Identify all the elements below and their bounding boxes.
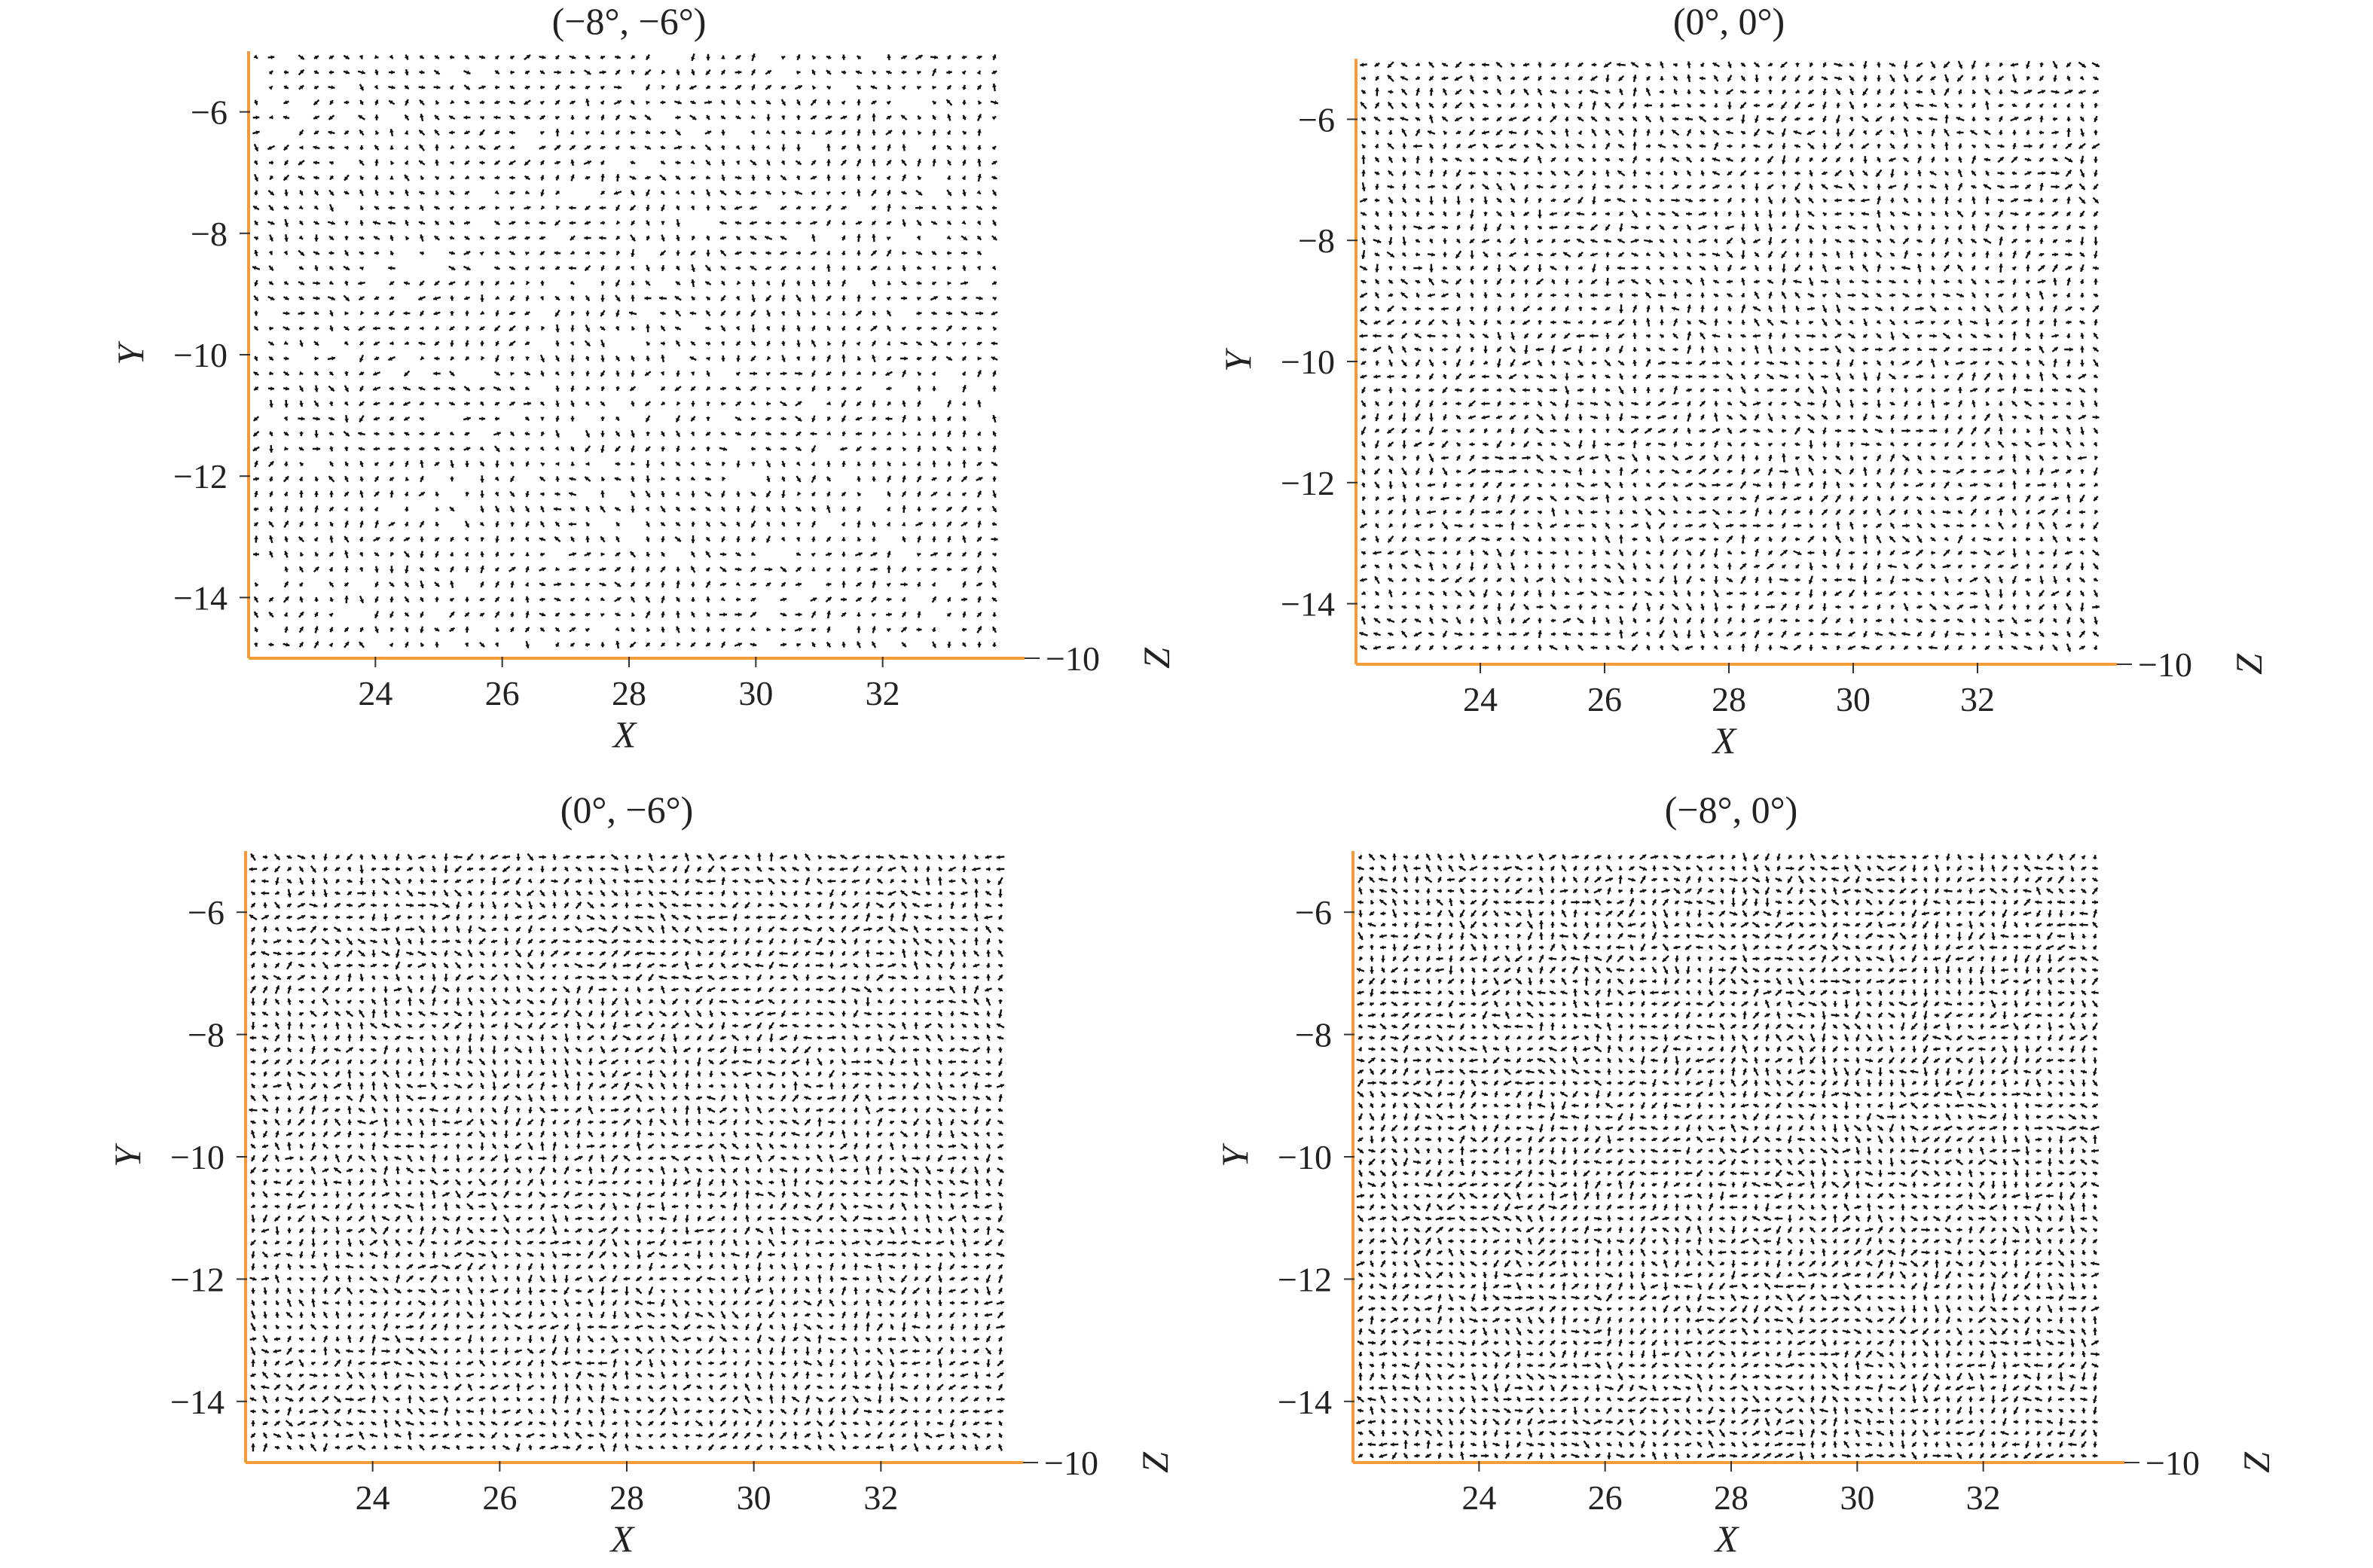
z-tick-label: −10 bbox=[2138, 645, 2192, 684]
y-tick-label: −14 bbox=[1281, 585, 1335, 624]
panel-title: (−8°, −6°) bbox=[552, 0, 707, 42]
x-tick-label: 24 bbox=[1461, 1478, 1496, 1517]
panel-3: (0°, −6°) 24 26 28 30 32 −6 −8 −10 −12 −14 X Y −10 Z bbox=[106, 789, 1176, 1560]
y-tick-label: −8 bbox=[188, 1016, 224, 1054]
x-tick-label: 30 bbox=[738, 674, 773, 712]
y-tick-label: −8 bbox=[191, 215, 228, 253]
y-tick-label: −12 bbox=[1281, 464, 1335, 502]
z-axis-label: Z bbox=[1135, 647, 1177, 669]
y-tick-label: −14 bbox=[170, 1383, 224, 1421]
arrow-shafts bbox=[1356, 853, 2100, 1460]
x-tick-label: 28 bbox=[1714, 1478, 1748, 1517]
arrow-field bbox=[1359, 60, 2100, 652]
z-tick-label: −10 bbox=[1044, 1444, 1098, 1482]
arrow-field bbox=[1356, 853, 2100, 1460]
panel-2: (0°, 0°) 24 26 28 30 32 −6 −8 −10 −12 −14 X Y −10 Z bbox=[1217, 0, 2270, 761]
panel-title: (0°, 0°) bbox=[1673, 0, 1785, 42]
arrow-heads bbox=[252, 53, 998, 648]
z-axis-label: Z bbox=[2228, 653, 2270, 675]
x-tick-label: 32 bbox=[863, 1478, 898, 1517]
y-tick-label: −6 bbox=[191, 93, 228, 132]
x-tick-label: 26 bbox=[1587, 680, 1622, 718]
panel-4: (−8°, 0°) 24 26 28 30 32 −6 −8 −10 −12 −14 X Y −10 Z bbox=[1214, 789, 2277, 1560]
arrow-shafts bbox=[252, 53, 999, 649]
z-tick-label: −10 bbox=[1046, 639, 1100, 678]
arrow-field bbox=[249, 853, 1005, 1452]
y-tick-label: −6 bbox=[1298, 100, 1335, 139]
x-axis-label: X bbox=[1712, 719, 1738, 761]
x-tick-label: 32 bbox=[1960, 680, 1995, 718]
z-axis-label: Z bbox=[2235, 1451, 2277, 1473]
x-tick-label: 24 bbox=[358, 674, 392, 712]
z-axis-label: Z bbox=[1134, 1451, 1176, 1473]
x-tick-label: 28 bbox=[1712, 680, 1746, 718]
x-tick-label: 26 bbox=[1588, 1478, 1623, 1517]
x-axis-label: X bbox=[609, 1518, 636, 1560]
x-axis-label: X bbox=[1714, 1518, 1740, 1560]
y-tick-label: −10 bbox=[1281, 343, 1335, 381]
z-tick-label: −10 bbox=[2145, 1444, 2200, 1482]
x-tick-label: 32 bbox=[1966, 1478, 2001, 1517]
y-tick-label: −6 bbox=[188, 893, 224, 932]
x-tick-label: 24 bbox=[1463, 680, 1498, 718]
y-axis-label: Y bbox=[1214, 1142, 1256, 1167]
y-tick-label: −12 bbox=[1278, 1260, 1332, 1298]
y-tick-label: −10 bbox=[173, 336, 228, 374]
y-axis-label: Y bbox=[1217, 347, 1259, 372]
arrow-shafts bbox=[1359, 60, 2100, 652]
y-axis-label: Y bbox=[109, 340, 151, 365]
x-tick-label: 26 bbox=[485, 674, 520, 712]
y-tick-label: −14 bbox=[1278, 1383, 1332, 1421]
x-tick-label: 28 bbox=[612, 674, 646, 712]
y-tick-label: −14 bbox=[173, 578, 228, 617]
x-tick-label: 28 bbox=[609, 1478, 644, 1517]
panel-1: (−8°, −6°) 24 26 28 30 32 −6 −8 −10 −12 −14 X Y −10 Z bbox=[109, 0, 1177, 755]
y-tick-label: −8 bbox=[1298, 221, 1335, 260]
x-tick-label: 24 bbox=[356, 1478, 390, 1517]
y-tick-label: −12 bbox=[173, 457, 228, 496]
x-tick-label: 26 bbox=[482, 1478, 517, 1517]
y-tick-label: −10 bbox=[170, 1138, 224, 1176]
x-tick-label: 30 bbox=[1840, 1478, 1874, 1517]
x-tick-label: 30 bbox=[737, 1478, 771, 1517]
y-tick-label: −10 bbox=[1278, 1138, 1332, 1176]
y-tick-label: −12 bbox=[170, 1260, 224, 1298]
panel-title: (0°, −6°) bbox=[560, 789, 694, 831]
arrow-field bbox=[252, 53, 999, 649]
y-axis-label: Y bbox=[106, 1142, 148, 1167]
panel-title: (−8°, 0°) bbox=[1665, 789, 1798, 831]
y-tick-label: −8 bbox=[1295, 1016, 1332, 1054]
arrow-heads bbox=[1356, 853, 2100, 1460]
y-tick-label: −6 bbox=[1295, 893, 1332, 932]
x-tick-label: 30 bbox=[1836, 680, 1871, 718]
x-tick-label: 32 bbox=[866, 674, 900, 712]
x-axis-label: X bbox=[612, 713, 638, 755]
